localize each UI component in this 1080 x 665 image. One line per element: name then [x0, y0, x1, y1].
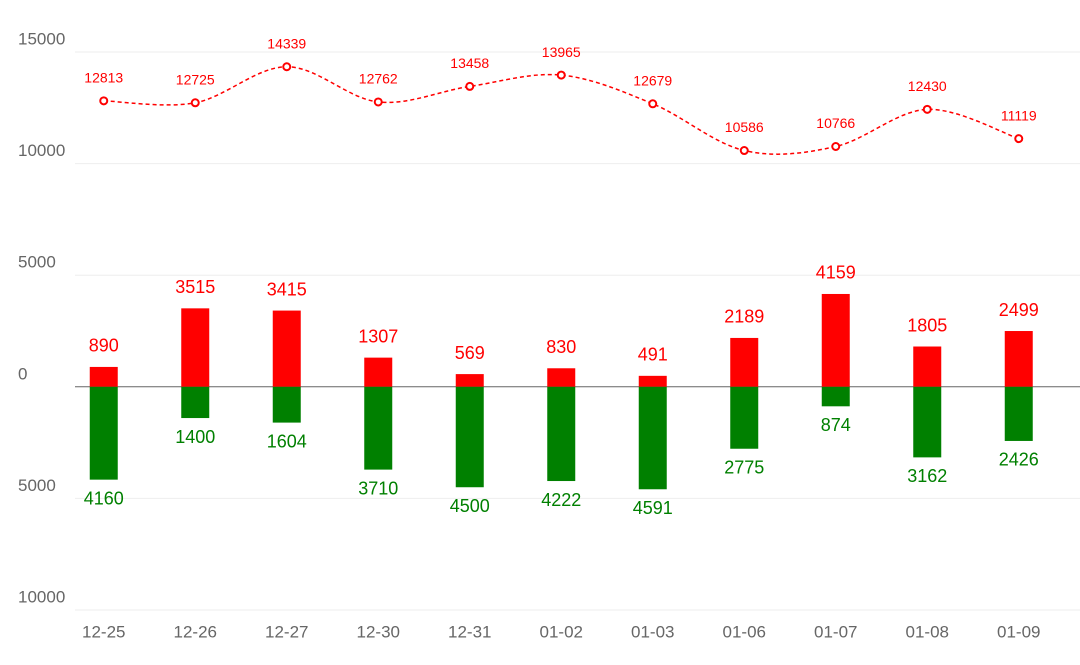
bar — [272, 310, 301, 387]
data-label: 12762 — [359, 71, 398, 87]
data-label: 10766 — [816, 115, 855, 131]
data-label: 3415 — [267, 279, 307, 299]
data-label: 4159 — [816, 263, 856, 283]
data-label: 1400 — [175, 427, 215, 447]
point — [739, 146, 749, 156]
bar — [821, 386, 850, 407]
point — [922, 104, 932, 114]
bar — [455, 374, 484, 387]
data-label: 2189 — [724, 307, 764, 327]
bar — [730, 386, 759, 449]
bar — [821, 293, 850, 387]
x-tick-label: 01-08 — [906, 622, 949, 641]
point — [465, 81, 475, 91]
data-label: 4160 — [84, 488, 124, 508]
x-tick-label: 12-30 — [357, 622, 400, 641]
point — [831, 142, 841, 152]
bar — [547, 368, 576, 387]
data-label: 13458 — [450, 55, 489, 71]
data-label: 4591 — [633, 498, 673, 518]
x-tick-label: 12-26 — [174, 622, 217, 641]
x-tick-label: 12-25 — [82, 622, 125, 641]
point — [190, 98, 200, 108]
line — [103, 66, 1019, 155]
y-tick-label: 10000 — [18, 141, 65, 160]
data-label: 874 — [821, 415, 851, 435]
x-tick-label: 01-02 — [540, 622, 583, 641]
point — [373, 97, 383, 107]
data-label: 12725 — [176, 71, 215, 87]
data-label: 890 — [89, 336, 119, 356]
data-label: 3515 — [175, 277, 215, 297]
bar — [913, 346, 942, 387]
y-tick-label: 0 — [18, 364, 27, 383]
x-tick-label: 01-06 — [723, 622, 766, 641]
bar — [181, 308, 210, 387]
bar — [89, 386, 118, 480]
point — [648, 99, 658, 109]
point — [282, 62, 292, 72]
data-label: 3162 — [907, 466, 947, 486]
bar — [730, 337, 759, 387]
y-tick-label: 5000 — [18, 476, 56, 495]
bar — [1004, 386, 1033, 441]
bar — [547, 386, 576, 482]
data-label: 13965 — [542, 44, 581, 60]
bar — [89, 366, 118, 387]
bar — [638, 386, 667, 490]
data-label: 11119 — [1001, 107, 1037, 123]
data-label: 2775 — [724, 457, 764, 477]
data-label: 4500 — [450, 496, 490, 516]
data-label: 1604 — [267, 431, 307, 451]
data-label: 12430 — [908, 78, 947, 94]
y-tick-label: 10000 — [18, 587, 65, 606]
bar — [181, 386, 210, 419]
data-label: 1307 — [358, 326, 398, 346]
data-label: 12679 — [633, 73, 672, 89]
y-tick-label: 5000 — [18, 253, 56, 272]
data-label: 491 — [638, 345, 668, 365]
data-label: 3710 — [358, 478, 398, 498]
data-label: 10586 — [725, 119, 764, 135]
bar — [1004, 331, 1033, 387]
data-label: 4222 — [541, 490, 581, 510]
data-label: 569 — [455, 343, 485, 363]
data-label: 830 — [546, 337, 576, 357]
bar — [913, 386, 942, 458]
bar — [364, 357, 393, 387]
x-tick-label: 12-27 — [265, 622, 308, 641]
data-label: 2426 — [999, 450, 1039, 470]
bar — [638, 375, 667, 387]
data-label: 12813 — [84, 70, 123, 86]
point — [1014, 134, 1024, 144]
point — [556, 70, 566, 80]
data-label: 14339 — [267, 35, 306, 51]
data-label: 2499 — [999, 300, 1039, 320]
data-label: 1805 — [907, 315, 947, 335]
x-tick-label: 01-07 — [814, 622, 857, 641]
point — [99, 96, 109, 106]
x-tick-label: 01-03 — [631, 622, 674, 641]
x-tick-label: 01-09 — [997, 622, 1040, 641]
bar — [272, 386, 301, 423]
y-tick-label: 15000 — [18, 29, 65, 48]
bar — [455, 386, 484, 488]
x-tick-label: 12-31 — [448, 622, 491, 641]
bar — [364, 386, 393, 470]
